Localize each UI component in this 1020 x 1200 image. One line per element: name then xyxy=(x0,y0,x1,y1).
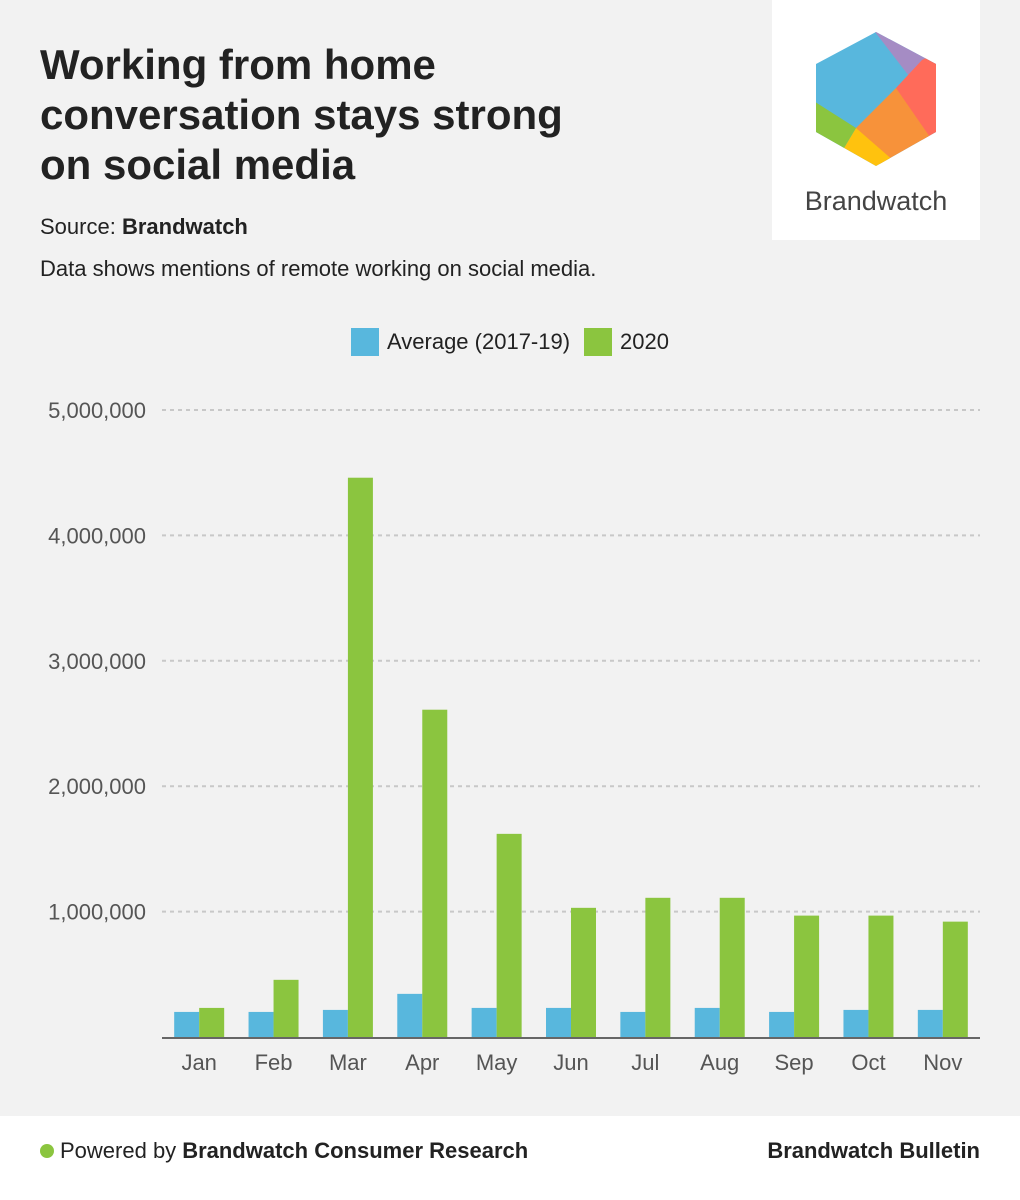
bar-2020-oct xyxy=(868,915,894,1037)
x-tick-label: Nov xyxy=(923,1050,962,1075)
bar-average-apr xyxy=(397,993,423,1037)
bar-average-may xyxy=(471,1007,497,1037)
bar-2020-nov xyxy=(942,921,968,1037)
bar-average-jul xyxy=(620,1011,646,1037)
bar-2020-may xyxy=(496,833,522,1037)
y-tick-label: 5,000,000 xyxy=(48,398,146,423)
x-tick-label: Jan xyxy=(181,1050,216,1075)
x-tick-label: Oct xyxy=(851,1050,885,1075)
source: Source: Brandwatch xyxy=(40,214,248,240)
chart-title: Working from home conversation stays str… xyxy=(40,41,563,188)
y-tick-label: 1,000,000 xyxy=(48,900,146,925)
bar-2020-jan xyxy=(199,1007,225,1037)
bar-average-jun xyxy=(546,1007,571,1037)
bar-2020-jul xyxy=(645,897,671,1037)
legend-swatch-2020 xyxy=(584,328,613,356)
x-tick-label: May xyxy=(476,1050,518,1075)
x-tick-label: Aug xyxy=(700,1050,739,1075)
legend-label-average: Average (2017-19) xyxy=(387,329,571,354)
bar-average-feb xyxy=(248,1011,274,1037)
powered-by-label: Powered by xyxy=(60,1138,177,1163)
logo-text: Brandwatch xyxy=(804,186,948,216)
bar-2020-feb xyxy=(273,979,299,1037)
x-tick-label: Apr xyxy=(405,1050,439,1075)
x-tick-label: Jul xyxy=(631,1050,659,1075)
green-dot-icon xyxy=(40,1144,54,1158)
bar-average-nov xyxy=(917,1009,943,1037)
y-tick-label: 3,000,000 xyxy=(48,649,146,674)
bar-chart: 1,000,000 2,000,000 3,000,000 4,000,000 5,00… xyxy=(48,398,980,1075)
bar-average-sep xyxy=(769,1011,795,1037)
source-label: Source: xyxy=(40,214,116,239)
bar-2020-jun xyxy=(571,907,596,1037)
legend: Average (2017-19) 2020 xyxy=(0,328,1020,356)
bar-average-mar xyxy=(322,1009,348,1037)
x-tick-label: Sep xyxy=(775,1050,814,1075)
legend-item-2020: 2020 xyxy=(584,328,669,356)
footer-brand: Brandwatch Bulletin xyxy=(767,1138,980,1163)
y-tick-label: 2,000,000 xyxy=(48,774,146,799)
bar-average-jan xyxy=(174,1011,200,1037)
bar-2020-aug xyxy=(719,897,745,1037)
bar-average-oct xyxy=(843,1009,869,1037)
x-tick-label: Mar xyxy=(329,1050,367,1075)
powered-by-name: Brandwatch Consumer Research xyxy=(182,1138,529,1163)
bar-2020-mar xyxy=(347,477,373,1037)
legend-label-2020: 2020 xyxy=(620,329,669,354)
description: Data shows mentions of remote working on… xyxy=(40,256,597,281)
x-tick-label: Feb xyxy=(255,1050,293,1075)
x-tick-label: Jun xyxy=(553,1050,588,1075)
logo-hexagon-icon xyxy=(816,32,936,166)
bar-2020-sep xyxy=(794,915,820,1037)
bar-average-aug xyxy=(694,1007,720,1037)
bar-2020-apr xyxy=(422,709,448,1037)
brandwatch-logo: Brandwatch xyxy=(772,0,980,240)
footer: Powered by Brandwatch Consumer Research B… xyxy=(0,1116,1020,1200)
source-name: Brandwatch xyxy=(121,214,248,239)
powered-by: Powered by Brandwatch Consumer Research xyxy=(40,1138,528,1164)
legend-item-average: Average (2017-19) xyxy=(351,328,570,356)
y-tick-label: 4,000,000 xyxy=(48,523,146,548)
legend-swatch-average xyxy=(351,328,379,356)
